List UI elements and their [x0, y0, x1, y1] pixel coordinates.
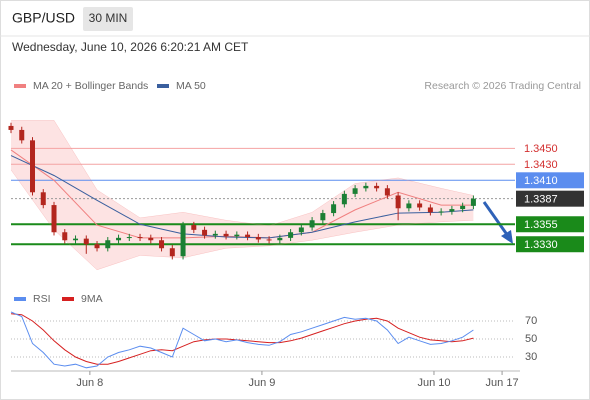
level-label: 1.3430 [524, 159, 558, 171]
timeframe[interactable]: 30 MIN [89, 11, 128, 25]
x-tick-label: Jun 8 [76, 377, 103, 389]
candle-body [51, 205, 57, 233]
candle-body [320, 213, 326, 221]
candle-body [180, 225, 186, 257]
level-label: 1.3355 [524, 219, 558, 231]
candle-body [363, 185, 369, 189]
candle-body [277, 237, 283, 241]
candle-body [438, 211, 444, 213]
x-tick-label: Jun 9 [248, 377, 275, 389]
candle-body [395, 195, 401, 209]
line [10, 311, 474, 369]
legend-swatch [14, 297, 26, 301]
level-label: 1.3410 [524, 175, 558, 187]
forecast-arrowhead [501, 230, 513, 244]
attribution: Research © 2026 Trading Central [424, 80, 581, 92]
candle-body [341, 193, 347, 205]
candle-body [288, 232, 294, 238]
legend-swatch [62, 297, 74, 301]
symbol: GBP/USD [12, 10, 75, 26]
legend-swatch [157, 84, 169, 88]
candle-body [116, 237, 122, 241]
forecast-arrow [482, 201, 510, 237]
legend-label: 9MA [81, 293, 103, 305]
level-label: 1.3330 [524, 239, 558, 251]
candle-body [266, 239, 272, 241]
band-lower [10, 169, 474, 271]
candle-body [169, 248, 175, 257]
candle-body [406, 203, 412, 209]
candle-body [331, 204, 337, 214]
line [10, 313, 474, 365]
candle-body [245, 234, 251, 238]
legend-label: RSI [33, 293, 51, 305]
candle-body [159, 240, 165, 249]
candle-body [309, 220, 315, 228]
candle-body [255, 237, 261, 240]
candle-body [105, 240, 111, 249]
candle-body [223, 233, 229, 237]
candle-body [449, 209, 455, 212]
candle-body [298, 227, 304, 233]
level-box [516, 216, 584, 233]
level-label: 1.3450 [524, 143, 558, 155]
candle-body [30, 140, 36, 193]
candle-body [234, 234, 240, 237]
candle-body [126, 237, 132, 239]
legend-label: MA 20 + Bollinger Bands [33, 80, 148, 92]
candle-body [83, 238, 89, 245]
legend-label: MA 50 [176, 80, 206, 92]
candle-body [8, 125, 14, 130]
rsi-tick-label: 50 [525, 333, 537, 345]
level-box [516, 236, 584, 253]
x-tick-label: Jun 10 [417, 377, 450, 389]
candle-body [212, 233, 218, 236]
legend-swatch [14, 84, 26, 88]
candle-body [352, 188, 358, 194]
candle-body [73, 238, 79, 241]
candle-body [384, 188, 390, 196]
candle-body [137, 237, 143, 239]
rsi-tick-label: 30 [525, 351, 537, 363]
rsi-tick-label: 70 [525, 315, 537, 327]
candle-body [417, 203, 423, 208]
band-upper [11, 120, 474, 227]
level-box [516, 190, 584, 207]
candle-body [40, 192, 46, 206]
candle-body [202, 229, 208, 236]
level-label: 1.3387 [524, 194, 558, 206]
bollinger-band [11, 120, 474, 270]
level-box [516, 172, 584, 189]
candle-body [148, 237, 154, 241]
candle-body [94, 244, 100, 249]
candle-body [374, 185, 380, 189]
candle-body [62, 232, 68, 241]
candle-body [19, 129, 25, 141]
timeframe-button[interactable] [83, 7, 133, 31]
candle-body [427, 207, 433, 213]
x-tick-label: Jun 17 [486, 377, 519, 389]
candle-body [470, 198, 476, 206]
timestamp: Wednesday, June 10, 2026 6:20:21 AM CET [12, 40, 249, 54]
candle-body [191, 225, 197, 230]
candle-body [460, 205, 466, 210]
